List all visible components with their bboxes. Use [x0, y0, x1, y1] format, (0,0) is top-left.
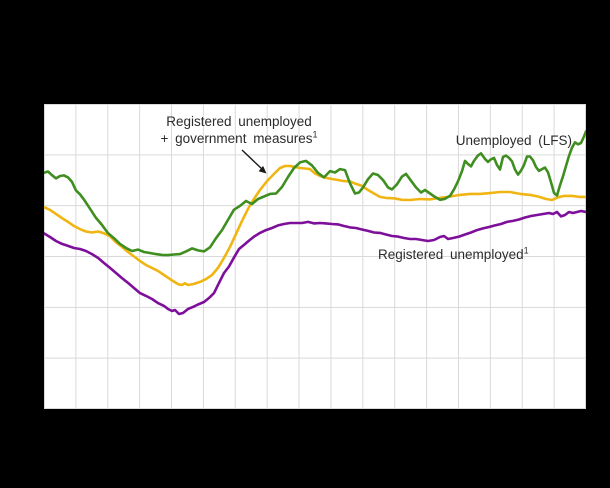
annotation-lfs-label: Unemployed (LFS): [455, 133, 572, 148]
footnote-superscript: 1: [523, 245, 529, 256]
annotation-combined-label: Registered unemployed + government measu…: [129, 114, 349, 147]
annotation-arrow: [241, 149, 267, 174]
footnote-superscript: 1: [312, 129, 318, 139]
annotation-combined-line1: Registered unemployed: [166, 114, 312, 129]
series-line-registered-unemployed-government-measures: [44, 164, 586, 287]
annotation-registered-label: Registered unemployed1: [378, 245, 529, 262]
annotation-combined-line2: + government measures1: [160, 129, 318, 146]
series-line-unemployed-lfs: [44, 130, 586, 257]
plot-area: Registered unemployed + government measu…: [44, 104, 586, 409]
series-line-registered-unemployed: [44, 209, 586, 316]
chart-svg: [44, 104, 586, 409]
plot-border: [44, 104, 586, 409]
